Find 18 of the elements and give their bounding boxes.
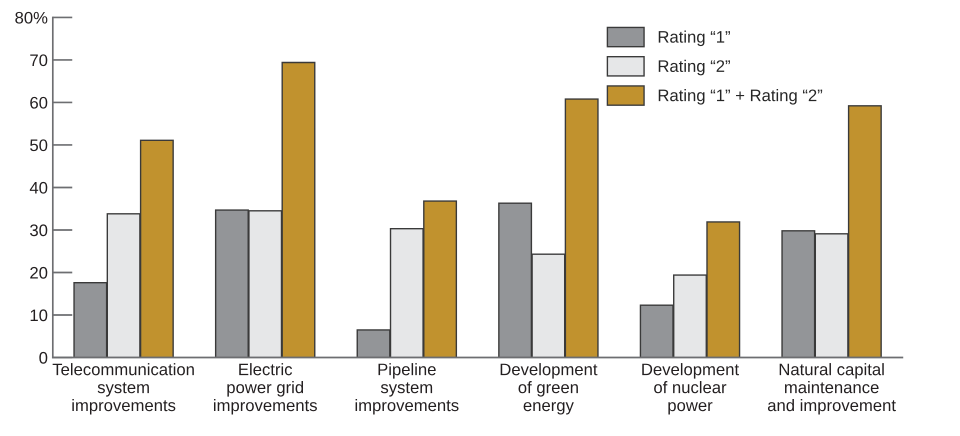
- y-tick-label: 70: [30, 54, 48, 66]
- x-tick-label: Pipeline system improvements: [356, 363, 459, 415]
- y-tick-label: 60: [30, 96, 48, 109]
- y-tick-label: 0: [39, 352, 48, 364]
- y-tick-label: 10: [30, 309, 48, 322]
- y-tick-label: 30: [30, 224, 48, 236]
- y-tick-label: 50: [30, 139, 48, 152]
- x-tick-label: Telecommunication system improvements: [52, 363, 194, 415]
- x-tick-label: Development of green energy: [500, 363, 598, 415]
- y-tick-label: 80%: [15, 12, 48, 24]
- legend-label: Rating “2”: [658, 60, 730, 76]
- y-tick-label: 40: [30, 182, 48, 194]
- x-tick-label: Electric power grid improvements: [214, 363, 317, 415]
- y-tick-label: 20: [30, 266, 48, 279]
- legend-label: Rating “1”: [658, 30, 730, 46]
- legend-label: Rating “1” + Rating “2”: [658, 89, 822, 105]
- x-tick-label: Natural capital maintenance and improvement: [768, 363, 896, 415]
- x-tick-label: Development of nuclear power: [642, 363, 739, 415]
